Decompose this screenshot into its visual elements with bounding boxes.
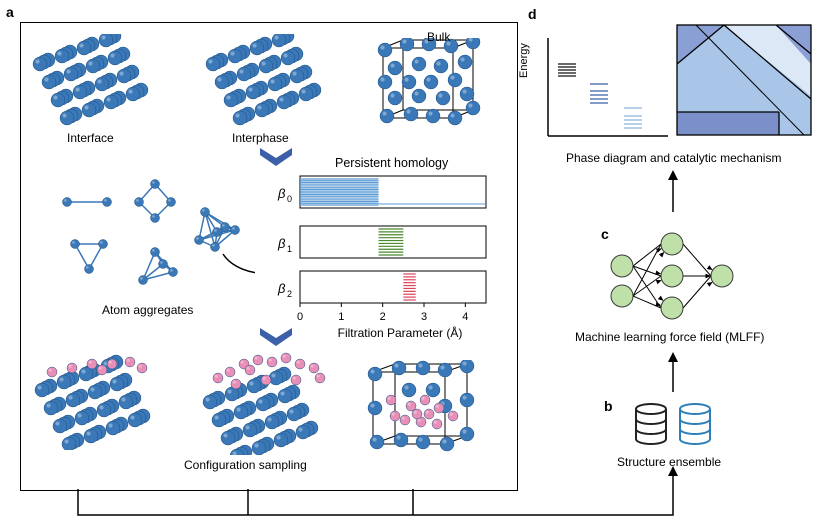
bulk-structure [377,38,481,126]
svg-text:0: 0 [287,194,292,204]
bulk-doped-structure [367,360,475,452]
interphase-doped-structure [202,352,326,455]
label-structure-ensemble: Structure ensemble [617,455,722,469]
database-icon-black [635,403,667,445]
phase-diagram [676,24,812,136]
label-configuration-sampling: Configuration sampling [184,458,307,472]
energy-level-plot [547,38,668,137]
panel-a-letter: a [6,4,14,20]
svg-text:1: 1 [338,311,344,323]
panel-b-letter: b [604,398,613,414]
database-icon-blue [679,403,711,445]
svg-text:β: β [277,186,286,201]
panel-d-letter: d [528,6,537,22]
label-phase-diagram: Phase diagram and catalytic mechanism [566,151,782,165]
svg-text:β: β [277,281,286,296]
label-mlff: Machine learning force field (MLFF) [575,330,765,344]
label-interface: Interface [67,131,114,145]
down-chevron-icon-1 [260,148,292,166]
svg-text:0: 0 [297,311,303,323]
svg-text:β: β [277,236,286,251]
label-bulk: Bulk [427,30,451,44]
down-chevron-icon-2 [260,328,292,346]
interphase-structure [205,34,322,126]
panel-c-letter: c [601,226,609,242]
svg-text:Filtration Parameter (Å): Filtration Parameter (Å) [338,325,463,340]
svg-text:4: 4 [462,311,468,323]
svg-text:1: 1 [287,244,292,254]
neural-network-diagram [610,232,734,320]
svg-text:2: 2 [380,311,386,323]
panel-a-frame [20,22,518,491]
persistent-homology-title: Persistent homology [335,156,449,170]
label-interphase: Interphase [232,131,289,145]
interface-doped-structure [34,354,151,450]
interface-structure [32,34,149,126]
atom-aggregates-graphic [62,179,255,285]
label-atom-aggregates: Atom aggregates [102,303,194,317]
svg-text:3: 3 [421,311,427,323]
svg-text:2: 2 [287,289,292,299]
energy-axis-label: Energy [518,43,530,78]
